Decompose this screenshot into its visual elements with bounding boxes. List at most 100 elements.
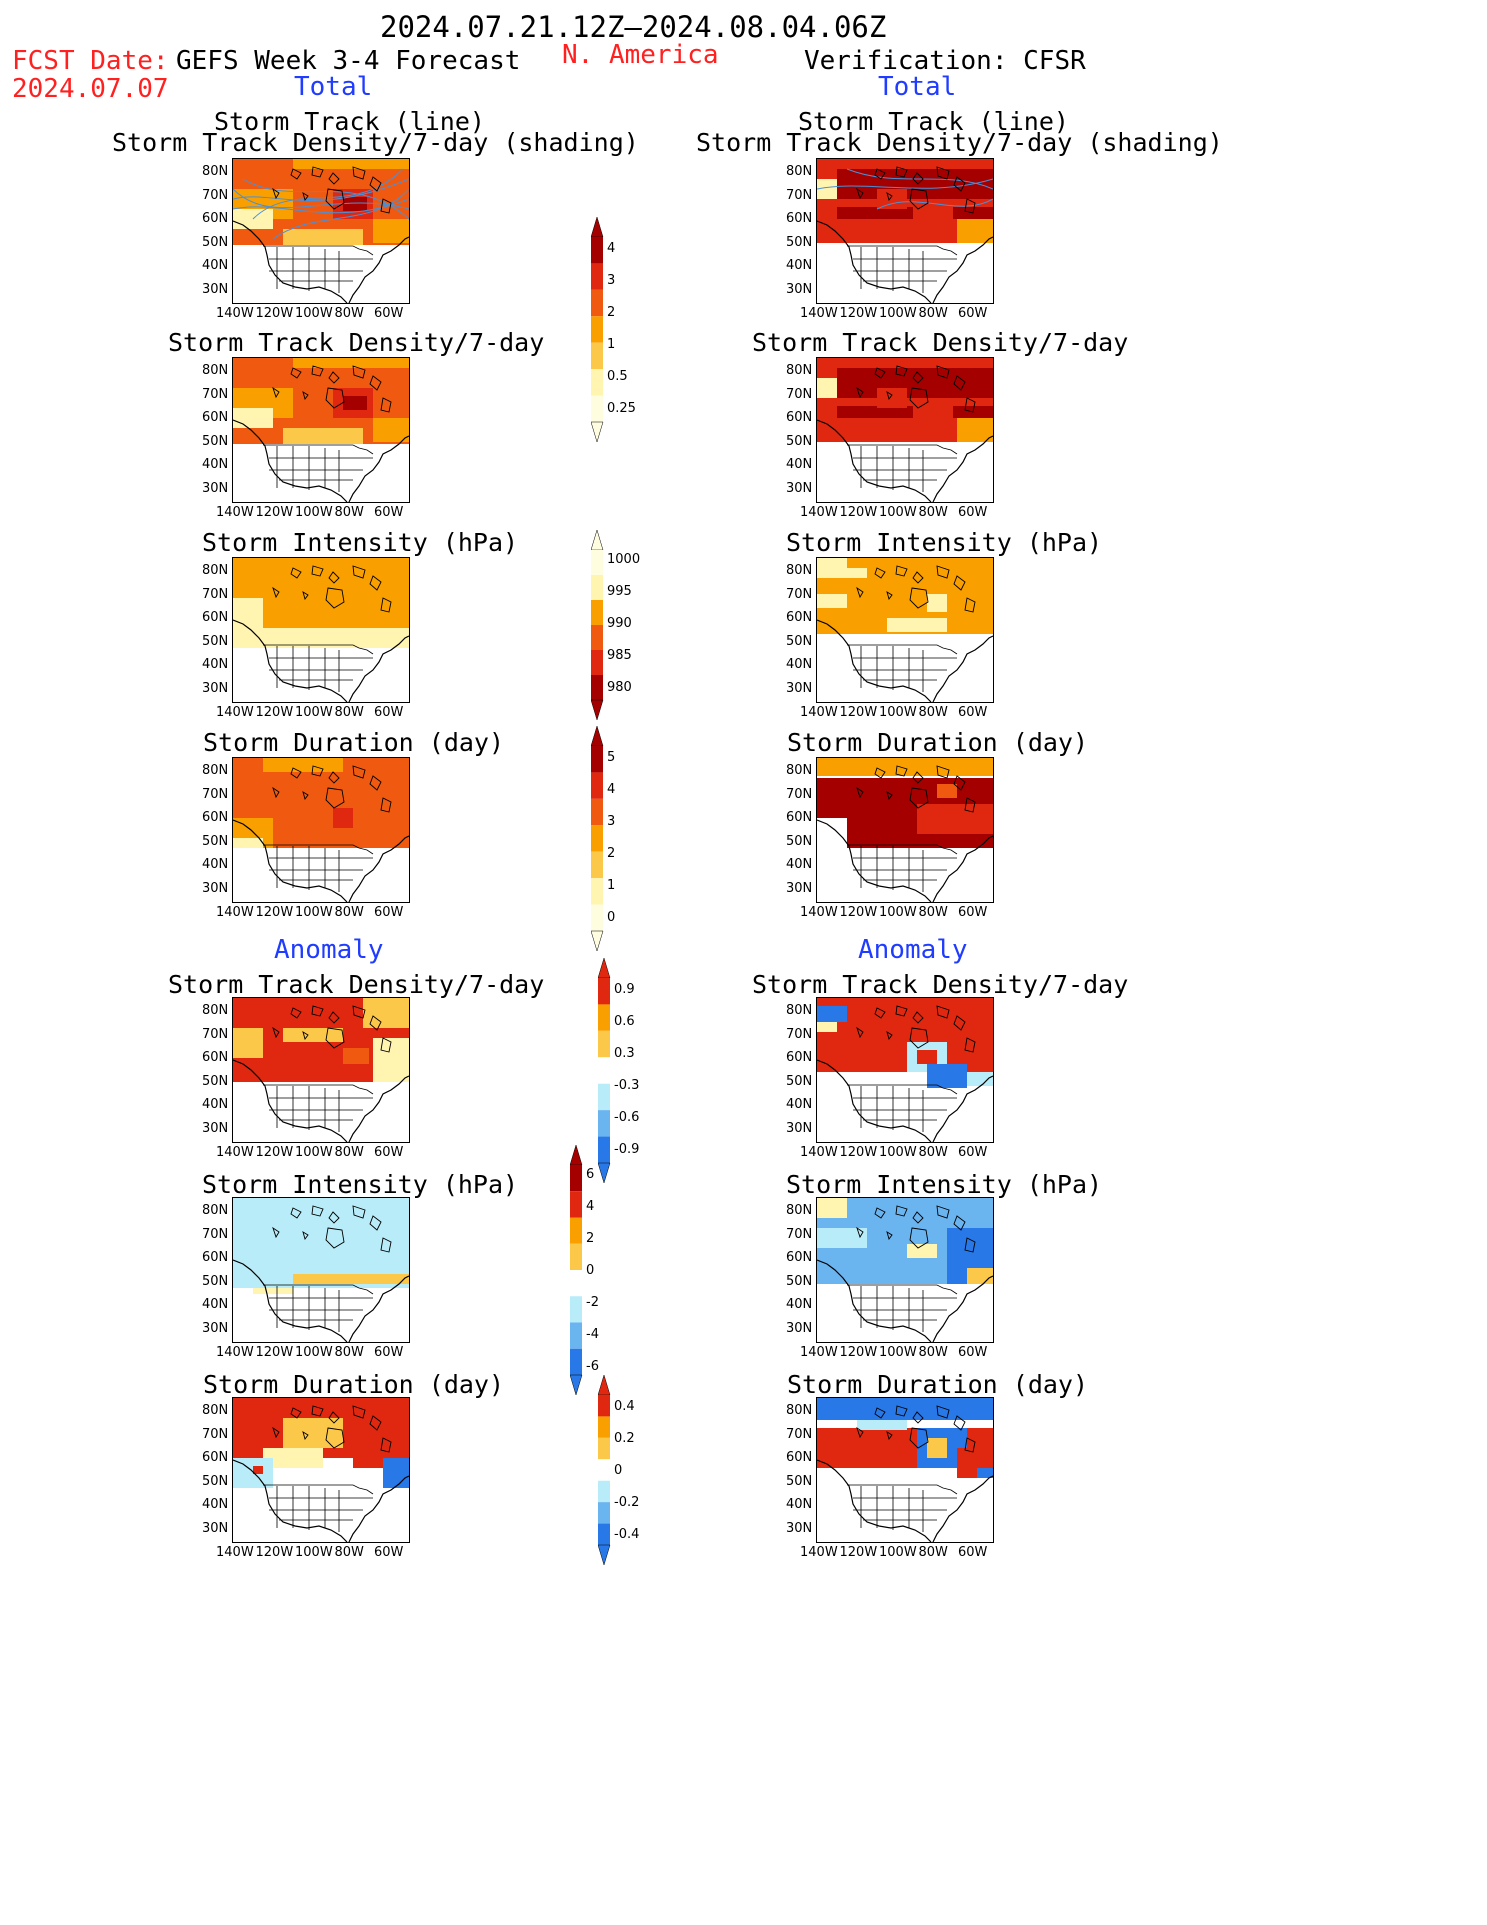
colorbar-tick-label: -2	[586, 1295, 599, 1310]
lon-tick-label: 140W	[216, 1345, 254, 1360]
lon-tick-label: 140W	[800, 1145, 838, 1160]
map-canvas	[817, 1198, 993, 1342]
lat-tick-label: 70N	[202, 1426, 229, 1442]
lon-tick-label: 80W	[918, 306, 948, 321]
shaded-cell	[343, 1048, 369, 1064]
lat-tick-label: 60N	[202, 211, 229, 226]
shaded-cell	[887, 618, 947, 632]
colorbar-duration-total: 5 4 3 2 1 0	[590, 725, 651, 955]
lat-tick-label: 70N	[786, 187, 813, 203]
arctic-islands	[856, 166, 976, 214]
colorbar-swatch	[570, 1296, 582, 1323]
arctic-islands	[272, 1005, 392, 1053]
lon-tick-label: 60W	[958, 1145, 988, 1160]
colorbar-swatch	[598, 1057, 610, 1084]
colorbar-tick-label: 2	[607, 846, 616, 861]
lat-tick-label: 30N	[202, 1520, 229, 1536]
shaded-cell	[817, 558, 847, 578]
map-canvas	[233, 358, 409, 502]
shaded-cell	[817, 1398, 993, 1420]
colorbar-swatch	[598, 1416, 610, 1438]
colorbar-top-arrow	[590, 529, 604, 551]
lon-tick-label: 60W	[374, 505, 404, 520]
panel-title-intensity-left: Storm Intensity (hPa)	[202, 528, 519, 557]
lon-tick-label: 140W	[800, 505, 838, 520]
lon-tick-label: 140W	[800, 905, 838, 920]
fcst-date-label: FCST Date:	[12, 46, 169, 76]
colorbar-swatch	[598, 1523, 610, 1545]
colorbar-swatch	[598, 1136, 610, 1163]
state-borders	[263, 245, 374, 293]
lat-tick-label: 70N	[202, 1226, 229, 1242]
coastline	[233, 419, 409, 502]
lon-tick-label: 120W	[839, 1345, 878, 1360]
colorbar-swatch	[591, 825, 603, 852]
colorbar-swatch	[591, 904, 603, 931]
lon-tick-label: 80W	[334, 1345, 364, 1360]
lon-tick-label: 140W	[800, 1545, 838, 1560]
lon-tick-label: 100W	[879, 505, 917, 520]
map-intensity-total-cfsr	[816, 557, 994, 703]
arctic-islands	[856, 1005, 976, 1053]
lon-tick-label: 140W	[216, 1545, 254, 1560]
coastline	[817, 220, 993, 303]
lon-tick-label: 80W	[334, 1145, 364, 1160]
shaded-cell	[233, 628, 363, 648]
lon-tick-label: 80W	[918, 1345, 948, 1360]
colorbar-tick-label: 985	[607, 648, 632, 663]
panel-title-track-shading-right: Storm Track Density/7-day (shading)	[696, 128, 1223, 157]
lon-tick-label: 120W	[839, 705, 878, 720]
colorbar-swatch	[598, 1030, 610, 1058]
lon-tick-label: 60W	[958, 905, 988, 920]
map-density-total-cfsr	[816, 357, 994, 503]
lat-tick-label: 70N	[202, 586, 229, 602]
lat-tick-label: 80N	[202, 1003, 229, 1018]
shaded-cell	[913, 402, 953, 432]
colorbar-tick-label: 3	[607, 273, 616, 288]
colorbar-swatch	[598, 1502, 610, 1524]
lon-tick-label: 100W	[295, 705, 333, 720]
lat-tick-label: 60N	[786, 610, 813, 625]
lat-tick-label: 50N	[202, 433, 229, 449]
lat-tick-label: 60N	[786, 1450, 813, 1465]
lon-tick-label: 140W	[216, 505, 254, 520]
panel-title-density-anom-right: Storm Track Density/7-day	[752, 970, 1129, 999]
lat-tick-label: 40N	[786, 1497, 813, 1512]
lon-tick-label: 60W	[374, 905, 404, 920]
lat-tick-label: 50N	[202, 234, 229, 250]
colorbar-swatch	[591, 395, 603, 422]
lon-tick-label: 80W	[334, 705, 364, 720]
colorbar-tick-label: 2	[607, 305, 616, 320]
colorbar-swatch	[591, 798, 603, 826]
shaded-cell	[937, 784, 957, 798]
shaded-cell	[343, 197, 367, 211]
coastline	[817, 819, 993, 902]
shaded-cell	[293, 358, 409, 368]
lat-tick-label: 70N	[202, 1026, 229, 1042]
lat-tick-label: 30N	[202, 480, 229, 496]
lat-tick-label: 60N	[786, 410, 813, 425]
storm-track-line	[846, 168, 993, 190]
shaded-cell	[977, 1468, 993, 1478]
panel-title-intensity-anom-left: Storm Intensity (hPa)	[202, 1170, 519, 1199]
lat-tick-label: 80N	[786, 763, 813, 778]
map-canvas	[817, 1398, 993, 1542]
lat-tick-label: 40N	[202, 1497, 229, 1512]
arctic-islands	[856, 1205, 976, 1253]
shaded-cell	[817, 1198, 847, 1218]
panel-title-intensity-anom-right: Storm Intensity (hPa)	[786, 1170, 1103, 1199]
shaded-cell	[333, 808, 353, 828]
map-canvas	[233, 998, 409, 1142]
lat-tick-label: 80N	[786, 563, 813, 578]
state-borders	[847, 1484, 958, 1532]
colorbar-swatch	[591, 575, 603, 600]
coastline	[233, 1459, 409, 1542]
state-borders	[847, 644, 958, 692]
arctic-islands	[272, 1405, 392, 1453]
lon-tick-label: 60W	[374, 306, 404, 321]
colorbar-top-arrow	[569, 1144, 583, 1166]
map-duration-total-gefs	[232, 757, 410, 903]
panel-title-density-left: Storm Track Density/7-day	[168, 328, 545, 357]
colorbar-tick-label: 980	[607, 680, 632, 695]
colorbar-tick-label: 0.4	[614, 1399, 635, 1414]
